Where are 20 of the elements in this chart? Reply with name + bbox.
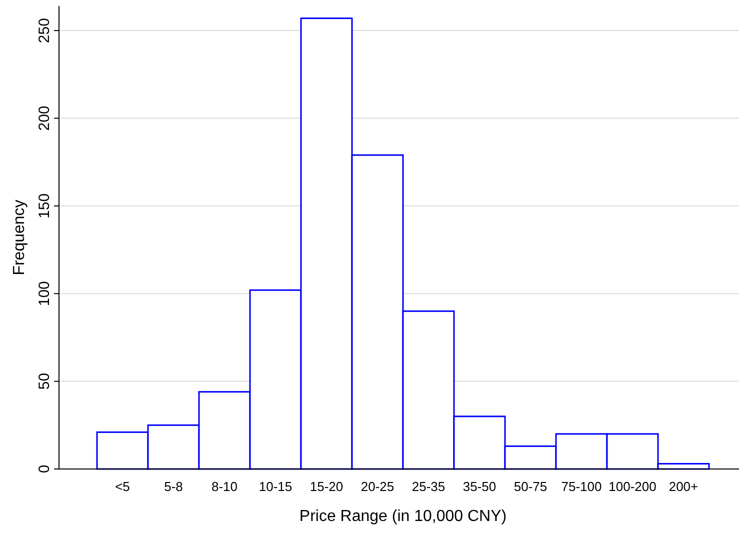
y-tick-label: 50: [36, 372, 53, 390]
y-tick-label: 150: [36, 193, 53, 218]
x-tick-label: 200+: [668, 479, 698, 494]
x-tick-label: 35-50: [462, 479, 496, 494]
y-axis-title: Frequency: [11, 200, 28, 276]
x-tick-label: 5-8: [164, 479, 183, 494]
y-tick-label: 0: [36, 464, 53, 474]
x-tick-label: 75-100: [561, 479, 602, 494]
x-tick-label: 100-200: [608, 479, 656, 494]
y-tick-label: 200: [36, 106, 53, 131]
x-tick-label: <5: [115, 479, 130, 494]
x-tick-label: 15-20: [310, 479, 344, 494]
x-tick-label: 10-15: [258, 479, 292, 494]
x-axis-title: Price Range (in 10,000 CNY): [299, 508, 507, 525]
y-tick-label: 100: [36, 281, 53, 306]
x-tick-label: 50-75: [514, 479, 548, 494]
y-tick-label: 250: [36, 18, 53, 44]
x-tick-label: 8-10: [211, 479, 238, 494]
x-tick-label: 25-35: [412, 479, 446, 494]
x-tick-label: 20-25: [360, 479, 394, 494]
